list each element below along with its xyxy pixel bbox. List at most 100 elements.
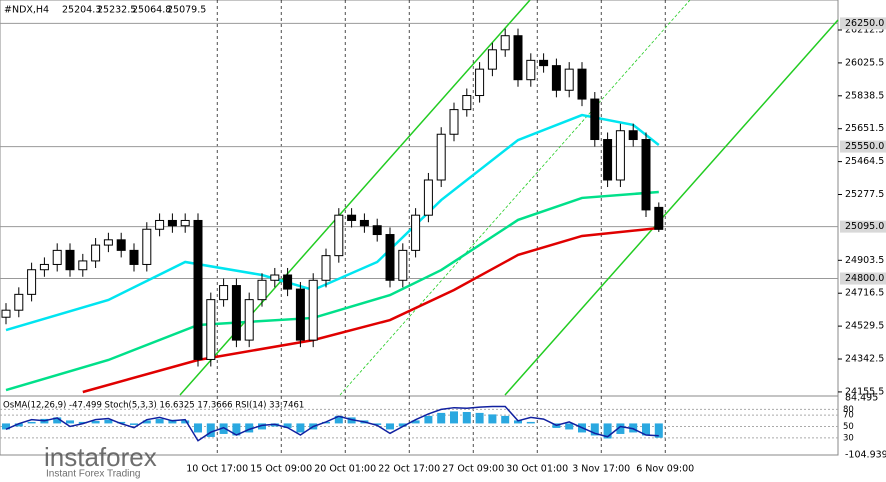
ohlc-high: 25232.5 — [97, 5, 136, 16]
osma-bar — [142, 420, 151, 424]
candle-body — [167, 219, 177, 227]
x-tick-label: 6 Nov 09:00 — [636, 464, 694, 475]
channel-line — [504, 19, 839, 396]
osma-bar — [296, 423, 305, 433]
osma-bar — [181, 420, 190, 424]
ohlc-low: 25064.8 — [132, 5, 171, 16]
candle-body — [449, 109, 459, 135]
osma-bar — [104, 419, 113, 424]
candle-body — [283, 274, 293, 290]
candle-body — [372, 225, 382, 236]
candle-body — [193, 219, 203, 360]
candle-body — [641, 139, 651, 211]
candle-body — [1, 309, 11, 318]
osma-bar — [78, 421, 87, 424]
osma-bar — [590, 423, 599, 436]
osma-bar — [603, 423, 612, 439]
osma-bar — [206, 423, 215, 437]
x-tick-label: 15 Oct 09:00 — [250, 464, 312, 475]
x-tick-label: 3 Nov 17:00 — [572, 464, 630, 475]
y-tick-label: 25838.5 — [845, 90, 884, 101]
candle-body — [615, 130, 625, 181]
candle-body — [91, 244, 101, 262]
osma-bar — [616, 423, 625, 434]
y-tick-label: 24903.5 — [845, 255, 884, 266]
y-tick-label: 24342.5 — [845, 354, 884, 365]
osma-bar — [654, 423, 663, 438]
osma-bar — [437, 412, 446, 424]
ohlc-open: 25204.3 — [62, 5, 101, 16]
osma-bar — [424, 415, 433, 424]
candle-body — [359, 219, 369, 227]
candle-body — [539, 59, 549, 67]
candle-body — [155, 219, 165, 230]
candle-body — [231, 285, 241, 341]
osma-bar — [219, 423, 228, 434]
y-tick-label: 25464.5 — [845, 156, 884, 167]
osma-bar — [117, 421, 126, 424]
x-tick-label: 27 Oct 09:00 — [442, 464, 504, 475]
osma-bar — [386, 423, 394, 430]
osma-bar — [194, 423, 202, 433]
osma-bar — [53, 417, 62, 424]
level-box — [840, 220, 886, 233]
watermark-brand: instaforex — [44, 442, 157, 472]
candle-body — [628, 130, 638, 141]
candle-body — [654, 206, 664, 230]
candle-body — [487, 49, 497, 70]
y-tick-label: 24529.5 — [845, 321, 884, 332]
candle-body — [411, 214, 421, 251]
rsi-line — [5, 405, 659, 442]
candle-body — [334, 214, 344, 257]
osma-bar — [258, 423, 266, 430]
y-tick-label: 26025.5 — [845, 57, 884, 68]
osma-bar — [462, 411, 471, 424]
indicator-tick-label: -104.939 — [845, 450, 886, 461]
osma-bar — [155, 418, 164, 424]
candle-body — [270, 274, 280, 281]
candle-body — [257, 279, 267, 301]
osma-bar — [526, 421, 535, 424]
osma-bar — [642, 423, 650, 436]
x-tick-label: 20 Oct 01:00 — [314, 464, 376, 475]
candle-body — [590, 98, 600, 141]
level-label: 26250.0 — [845, 18, 884, 29]
candle-body — [462, 95, 472, 111]
candle-body — [321, 255, 331, 281]
candle-body — [116, 239, 126, 251]
level-label: 25095.0 — [845, 221, 884, 232]
candle-body — [14, 293, 24, 311]
x-tick-label: 22 Oct 17:00 — [378, 464, 440, 475]
candle-body — [103, 239, 113, 246]
candle-body — [475, 68, 485, 97]
osma-bar — [334, 415, 343, 424]
candle-body — [436, 133, 446, 181]
candle-body — [423, 179, 433, 216]
y-tick-label: 24155.5 — [845, 386, 884, 397]
ohlc-close: 25079.5 — [167, 5, 206, 16]
candle-body — [219, 285, 229, 301]
candle-body — [39, 263, 49, 271]
level-label: 25550.0 — [845, 141, 884, 152]
candle-body — [142, 228, 152, 265]
watermark-tagline: Instant Forex Trading — [46, 469, 141, 480]
osma-bar — [27, 421, 36, 424]
osma-bar — [501, 415, 510, 424]
candle-body — [564, 68, 574, 91]
level-box — [840, 17, 886, 30]
osma-bar — [398, 423, 407, 427]
candle-body — [347, 214, 357, 221]
candle-body — [52, 249, 62, 265]
osma-bar — [411, 420, 420, 424]
osma-bar — [66, 420, 74, 424]
candle-body — [526, 59, 536, 81]
candle-body — [78, 260, 88, 271]
rsi-level-label: 80 — [843, 405, 854, 415]
osma-bar — [373, 423, 382, 425]
chart-title: #NDX,H4 — [4, 5, 49, 16]
candle-body — [180, 219, 190, 227]
candle-body — [500, 35, 510, 51]
candle-body — [577, 68, 587, 100]
rsi-level-label: 70 — [843, 411, 854, 421]
y-tick-label: 25277.5 — [845, 189, 884, 200]
